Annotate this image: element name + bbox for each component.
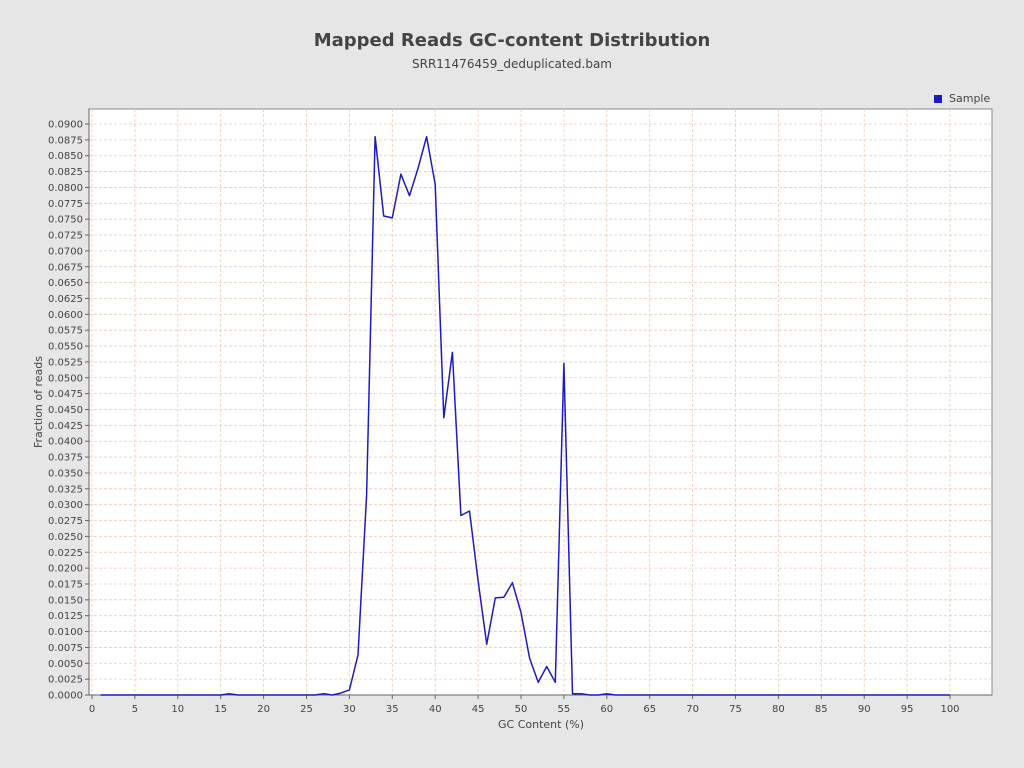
y-tick-label: 0.0450	[48, 405, 83, 416]
x-tick-label: 5	[132, 704, 138, 715]
y-tick-label: 0.0675	[48, 262, 83, 273]
series-line-sample	[100, 135, 950, 696]
y-tick-label: 0.0650	[48, 278, 83, 289]
y-tick-label: 0.0100	[48, 627, 83, 638]
y-tick-label: 0.0550	[48, 342, 83, 353]
x-tick-label: 30	[343, 704, 356, 715]
y-tick-label: 0.0150	[48, 595, 83, 606]
y-tick-label: 0.0400	[48, 437, 83, 448]
x-tick-label: 100	[940, 704, 959, 715]
y-tick-label: 0.0125	[48, 611, 83, 622]
y-tick-label: 0.0475	[48, 389, 83, 400]
x-tick-label: 45	[472, 704, 485, 715]
legend: Sample	[934, 92, 990, 105]
y-tick-label: 0.0800	[48, 183, 83, 194]
y-tick-label: 0.0900	[48, 120, 83, 131]
x-axis-label: GC Content (%)	[498, 718, 584, 731]
y-tick-label: 0.0025	[48, 675, 83, 686]
y-tick-label: 0.0600	[48, 310, 83, 321]
y-tick-label: 0.0275	[48, 516, 83, 527]
y-tick-label: 0.0000	[48, 691, 83, 702]
y-tick-label: 0.0225	[48, 548, 83, 559]
x-tick-label: 35	[386, 704, 399, 715]
x-tick-label: 55	[558, 704, 571, 715]
y-tick-label: 0.0350	[48, 468, 83, 479]
y-tick-label: 0.0575	[48, 326, 83, 337]
y-axis-label: Fraction of reads	[32, 356, 45, 448]
y-tick-label: 0.0375	[48, 453, 83, 464]
grid-lines	[89, 109, 992, 696]
plot-area	[88, 108, 993, 696]
x-tick-label: 80	[772, 704, 785, 715]
y-tick-label: 0.0725	[48, 231, 83, 242]
x-axis-ticks: 0 5 10 15 20 25 30 35 40 45 50 55 60 65 70 75 80 85 90 95 10…	[89, 695, 960, 715]
y-tick-label: 0.0525	[48, 357, 83, 368]
chart-subtitle: SRR11476459_deduplicated.bam	[411, 57, 612, 71]
x-tick-label: 90	[858, 704, 871, 715]
y-tick-label: 0.0850	[48, 151, 83, 162]
x-tick-label: 50	[515, 704, 528, 715]
x-tick-label: 95	[901, 704, 914, 715]
y-tick-label: 0.0750	[48, 215, 83, 226]
y-tick-label: 0.0875	[48, 135, 83, 146]
x-tick-label: 20	[257, 704, 270, 715]
x-tick-label: 85	[815, 704, 828, 715]
y-tick-label: 0.0775	[48, 199, 83, 210]
y-tick-label: 0.0175	[48, 579, 83, 590]
y-tick-label: 0.0075	[48, 643, 83, 654]
x-tick-label: 70	[686, 704, 699, 715]
x-tick-label: 60	[600, 704, 613, 715]
y-tick-label: 0.0425	[48, 421, 83, 432]
y-tick-label: 0.0500	[48, 373, 83, 384]
y-tick-label: 0.0825	[48, 167, 83, 178]
y-tick-label: 0.0625	[48, 294, 83, 305]
x-tick-label: 65	[643, 704, 656, 715]
chart-title: Mapped Reads GC-content Distribution	[313, 30, 711, 51]
x-tick-label: 0	[89, 704, 95, 715]
y-tick-label: 0.0200	[48, 564, 83, 575]
x-tick-label: 25	[300, 704, 313, 715]
y-tick-label: 0.0300	[48, 500, 83, 511]
y-axis-ticks: 0.0000 0.0025 0.0050 0.0075 0.0100 0.0125 0.01…	[48, 120, 89, 702]
x-tick-label: 75	[729, 704, 742, 715]
y-tick-label: 0.0700	[48, 246, 83, 257]
y-tick-label: 0.0050	[48, 659, 83, 670]
legend-swatch	[934, 95, 942, 103]
y-tick-label: 0.0325	[48, 484, 83, 495]
legend-label: Sample	[949, 92, 990, 105]
series-layer	[100, 135, 950, 696]
x-tick-label: 10	[171, 704, 184, 715]
x-tick-label: 40	[429, 704, 442, 715]
y-tick-label: 0.0250	[48, 532, 83, 543]
x-tick-label: 15	[214, 704, 227, 715]
